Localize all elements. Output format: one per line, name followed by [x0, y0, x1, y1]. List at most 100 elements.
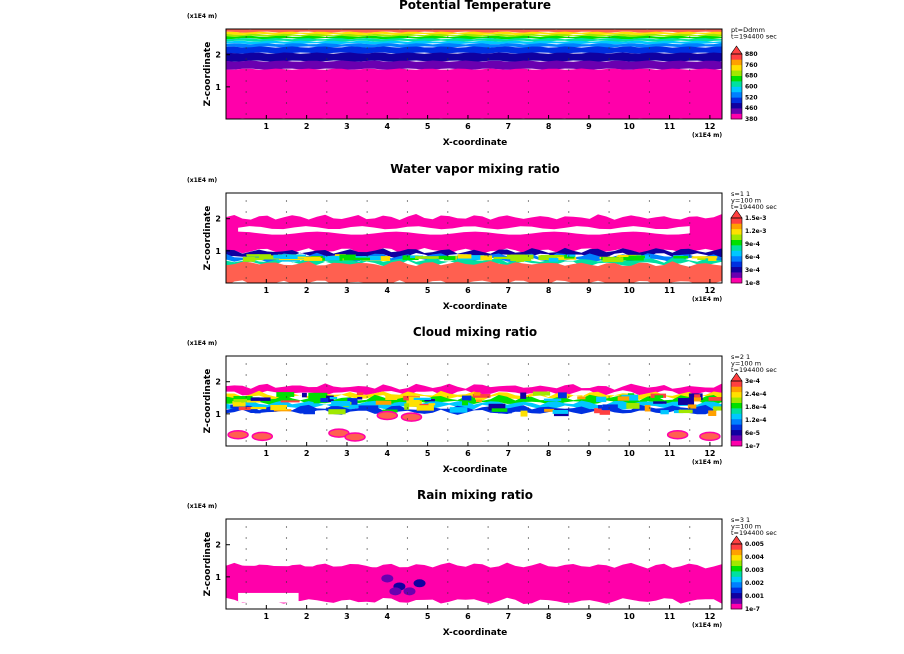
panel-1: Potential Temperature(x1E4 m)1 2 3 4 5 6 7 8 9 10… [187, 0, 777, 148]
grid-dot [527, 69, 530, 71]
grid-dot [447, 440, 449, 442]
grid-dot [487, 222, 489, 224]
grid-dot [447, 266, 449, 268]
contour-streak [673, 255, 689, 259]
grid-dot [608, 102, 610, 104]
grid-dot [285, 47, 288, 49]
contour-streak [279, 254, 306, 260]
grid-dot [689, 113, 691, 115]
contour-blob [276, 392, 295, 397]
grid-dot [648, 255, 651, 257]
grid-dot [366, 266, 368, 268]
colorbar-label: 1.8e-4 [745, 404, 766, 411]
colorbar-swatch [731, 418, 742, 425]
grid-dot [648, 363, 651, 365]
grid-dot [366, 200, 368, 202]
colorbar-label: 3e-4 [745, 267, 760, 274]
contour-blob [270, 404, 288, 411]
grid-dot [608, 559, 610, 561]
grid-dot [406, 570, 409, 572]
grid-dot [245, 266, 247, 268]
grid-dot [447, 244, 449, 246]
grid-dot [326, 69, 328, 71]
colorbar-label: 380 [745, 116, 758, 123]
grid-dot [568, 396, 570, 398]
grid-dot [568, 58, 570, 60]
colorbar-swatch [731, 54, 742, 60]
grid-dot [527, 36, 530, 38]
colorbar-swatch [731, 86, 742, 93]
plot-frame [225, 28, 723, 120]
grid-dot [285, 396, 288, 398]
grid-dot [608, 47, 610, 49]
grid-dot [366, 113, 368, 115]
x-unit-label: (x1E4 m) [692, 296, 722, 303]
x-tick-label: 9 [586, 122, 592, 131]
grid-dot [447, 537, 449, 539]
colorbar-label: 6e-4 [745, 254, 760, 261]
grid-dot [447, 363, 449, 365]
grid-dot [406, 266, 409, 268]
grid-dot [366, 277, 368, 279]
grid-dot [527, 200, 530, 202]
grid-dot [285, 374, 288, 376]
grid-dot [326, 91, 328, 93]
grid-dot [689, 58, 691, 60]
grid-dot [648, 102, 651, 104]
contour-field [226, 562, 722, 604]
y-tick-label: 1 [215, 573, 221, 582]
grid-dot [648, 603, 651, 605]
grid-dot [527, 396, 530, 398]
colorbar-swatch [731, 391, 742, 398]
colorbar-arrow [730, 45, 743, 55]
colorbar-label: 1.2e-4 [745, 417, 766, 424]
grid-dot [568, 559, 570, 561]
grid-dot [487, 233, 489, 235]
grid-dot [245, 255, 247, 257]
grid-dot [285, 363, 288, 365]
grid-dot [568, 47, 570, 49]
x-tick-label: 12 [704, 122, 715, 131]
grid-dot [527, 592, 530, 594]
colorbar-label: 1.5e-3 [745, 215, 766, 222]
colorbar-label: 460 [745, 105, 758, 112]
x-tick-label: 5 [425, 286, 431, 295]
grid-dot [406, 102, 409, 104]
contour-blob [596, 396, 607, 403]
grid-dot [487, 581, 489, 583]
grid-dot [406, 418, 409, 420]
grid-dot [608, 222, 610, 224]
grid-dot [406, 548, 409, 550]
grid-dot [689, 255, 691, 257]
contour-blob [708, 410, 717, 416]
grid-dot [285, 559, 288, 561]
colorbar-swatch [731, 97, 742, 104]
grid-dot [245, 80, 247, 82]
contour-blob [594, 408, 602, 414]
contour-blob [617, 396, 630, 401]
grid-dot [447, 222, 449, 224]
colorbar-frame [730, 380, 743, 447]
contour-blob [597, 405, 603, 409]
grid-dot [326, 548, 328, 550]
grid-dot [245, 113, 247, 115]
grid-dot [366, 36, 368, 38]
run-annotation: s=3 1 [731, 516, 750, 524]
grid-dot [487, 91, 489, 93]
grid-dot [245, 244, 247, 246]
contour-core [413, 579, 426, 588]
chart-title: Cloud mixing ratio [413, 325, 537, 339]
grid-dot [366, 80, 368, 82]
contour-blob [532, 391, 551, 396]
grid-dot [447, 570, 449, 572]
grid-dot [285, 526, 288, 528]
contour-blob [520, 410, 528, 417]
grid-dot [366, 47, 368, 49]
grid-dot [285, 407, 288, 409]
grid-dot [406, 277, 409, 279]
grid-dot [568, 429, 570, 431]
x-tick-label: 8 [546, 612, 552, 621]
contour-blob [232, 402, 246, 407]
grid-dot [326, 559, 328, 561]
y-tick-label: 2 [215, 378, 221, 387]
